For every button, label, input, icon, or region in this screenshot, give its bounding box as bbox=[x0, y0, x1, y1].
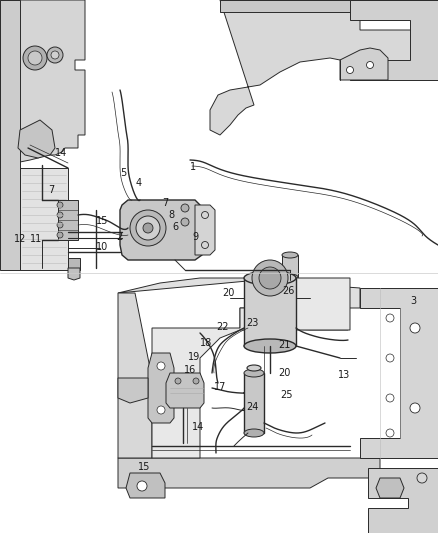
Text: 18: 18 bbox=[200, 338, 212, 348]
Polygon shape bbox=[244, 278, 296, 346]
Text: 26: 26 bbox=[282, 286, 294, 296]
Text: 7: 7 bbox=[48, 185, 54, 195]
Circle shape bbox=[57, 202, 63, 208]
Text: 22: 22 bbox=[216, 322, 229, 332]
Circle shape bbox=[143, 223, 153, 233]
Polygon shape bbox=[118, 278, 360, 330]
Circle shape bbox=[386, 354, 394, 362]
Polygon shape bbox=[126, 473, 165, 498]
Circle shape bbox=[410, 323, 420, 333]
Polygon shape bbox=[118, 293, 152, 458]
Text: 16: 16 bbox=[184, 365, 196, 375]
Circle shape bbox=[346, 67, 353, 74]
Ellipse shape bbox=[282, 252, 298, 258]
Circle shape bbox=[136, 216, 160, 240]
Circle shape bbox=[57, 212, 63, 218]
Text: 15: 15 bbox=[96, 216, 108, 226]
Text: 15: 15 bbox=[138, 462, 150, 472]
Text: 9: 9 bbox=[192, 232, 198, 242]
Circle shape bbox=[28, 51, 42, 65]
Text: 19: 19 bbox=[188, 352, 200, 362]
Circle shape bbox=[259, 267, 281, 289]
Circle shape bbox=[23, 46, 47, 70]
Circle shape bbox=[181, 218, 189, 226]
Text: 17: 17 bbox=[214, 382, 226, 392]
Polygon shape bbox=[152, 278, 350, 458]
Text: 21: 21 bbox=[278, 340, 290, 350]
Ellipse shape bbox=[282, 274, 298, 280]
Text: 23: 23 bbox=[246, 318, 258, 328]
Text: 2: 2 bbox=[116, 232, 122, 242]
Text: 8: 8 bbox=[168, 210, 174, 220]
Polygon shape bbox=[376, 478, 404, 498]
Text: 12: 12 bbox=[14, 234, 26, 244]
Polygon shape bbox=[0, 0, 85, 168]
Circle shape bbox=[157, 362, 165, 370]
Polygon shape bbox=[118, 458, 380, 488]
Polygon shape bbox=[58, 200, 78, 240]
Circle shape bbox=[193, 378, 199, 384]
Polygon shape bbox=[120, 200, 202, 260]
Polygon shape bbox=[20, 168, 68, 270]
Circle shape bbox=[181, 204, 189, 212]
Text: 4: 4 bbox=[136, 178, 142, 188]
Text: 3: 3 bbox=[410, 296, 416, 306]
Ellipse shape bbox=[244, 369, 264, 377]
Circle shape bbox=[130, 210, 166, 246]
Polygon shape bbox=[350, 0, 438, 80]
Text: 13: 13 bbox=[338, 370, 350, 380]
Circle shape bbox=[410, 403, 420, 413]
Ellipse shape bbox=[247, 365, 261, 371]
Ellipse shape bbox=[244, 271, 296, 285]
Bar bbox=[282, 255, 298, 277]
Polygon shape bbox=[0, 0, 20, 270]
Text: 20: 20 bbox=[222, 288, 234, 298]
Text: 24: 24 bbox=[246, 402, 258, 412]
Circle shape bbox=[386, 314, 394, 322]
Text: 25: 25 bbox=[280, 390, 293, 400]
Text: 5: 5 bbox=[120, 168, 126, 178]
Circle shape bbox=[417, 473, 427, 483]
Ellipse shape bbox=[244, 429, 264, 437]
Polygon shape bbox=[340, 48, 388, 80]
Text: 11: 11 bbox=[30, 234, 42, 244]
Polygon shape bbox=[360, 288, 438, 458]
Polygon shape bbox=[166, 373, 204, 408]
Circle shape bbox=[57, 222, 63, 228]
Text: 1: 1 bbox=[190, 162, 196, 172]
Polygon shape bbox=[68, 268, 80, 280]
Circle shape bbox=[57, 232, 63, 238]
Circle shape bbox=[47, 47, 63, 63]
Circle shape bbox=[252, 260, 288, 296]
Circle shape bbox=[367, 61, 374, 69]
Ellipse shape bbox=[244, 339, 296, 353]
Polygon shape bbox=[244, 373, 264, 433]
Polygon shape bbox=[18, 120, 55, 158]
Text: 14: 14 bbox=[192, 422, 204, 432]
Polygon shape bbox=[118, 378, 148, 403]
Text: 14: 14 bbox=[55, 148, 67, 158]
Circle shape bbox=[386, 429, 394, 437]
Polygon shape bbox=[148, 353, 174, 423]
Circle shape bbox=[137, 481, 147, 491]
Polygon shape bbox=[195, 205, 215, 255]
Polygon shape bbox=[368, 468, 438, 533]
Text: 10: 10 bbox=[96, 242, 108, 252]
Polygon shape bbox=[68, 258, 80, 270]
Circle shape bbox=[157, 406, 165, 414]
Text: 20: 20 bbox=[278, 368, 290, 378]
Circle shape bbox=[175, 378, 181, 384]
Polygon shape bbox=[210, 0, 438, 135]
Polygon shape bbox=[220, 0, 438, 12]
Circle shape bbox=[386, 394, 394, 402]
Text: 6: 6 bbox=[172, 222, 178, 232]
Circle shape bbox=[51, 51, 59, 59]
Text: 7: 7 bbox=[162, 198, 168, 208]
